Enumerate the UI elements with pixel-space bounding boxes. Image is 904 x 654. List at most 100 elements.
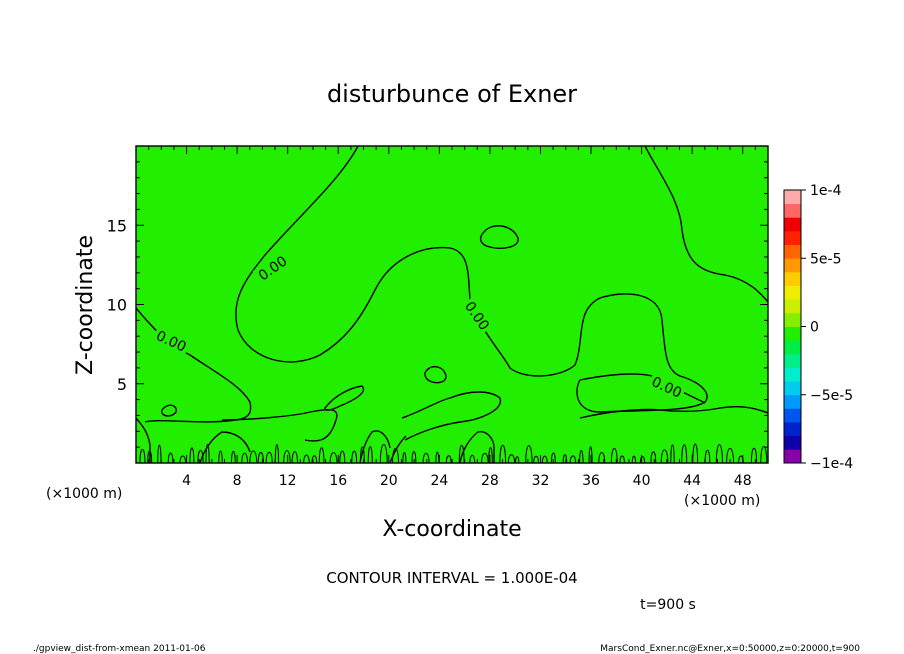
contour-line xyxy=(479,225,519,249)
surface-contour xyxy=(458,444,465,463)
contour-line xyxy=(401,391,501,441)
surface-contour xyxy=(610,447,618,463)
surface-contour xyxy=(359,446,365,463)
surface-contour xyxy=(715,444,723,463)
surface-contour xyxy=(411,451,417,463)
y-axis-label: Z-coordinate xyxy=(73,235,98,375)
surface-contour xyxy=(339,450,346,463)
x-tick-label: 24 xyxy=(430,473,448,489)
surface-contour xyxy=(533,455,540,463)
surface-contour xyxy=(750,447,758,463)
surface-contour xyxy=(681,444,688,463)
x-tick-label: 44 xyxy=(683,473,701,489)
colorbar-segment xyxy=(784,190,801,205)
contour-line xyxy=(161,404,177,417)
colorbar-tick-label: −5e-5 xyxy=(810,388,853,404)
surface-contour xyxy=(379,443,388,463)
surface-contour xyxy=(692,443,699,463)
contour-line xyxy=(644,146,768,303)
colorbar-segment xyxy=(784,203,801,218)
x-tick-label: 12 xyxy=(279,473,297,489)
colorbar-segment xyxy=(784,285,801,300)
x-tick-label: 16 xyxy=(329,473,347,489)
chart-title: disturbunce of Exner xyxy=(327,80,577,108)
contour-label-bg xyxy=(151,325,192,356)
surface-contour xyxy=(351,450,358,463)
contour-line xyxy=(459,431,495,463)
x-tick-label: 20 xyxy=(380,473,398,489)
contour-line xyxy=(221,408,338,442)
time-label: t=900 s xyxy=(640,597,696,613)
colorbar-segment xyxy=(784,367,801,382)
surface-contour xyxy=(469,454,476,463)
x-tick-label: 28 xyxy=(481,473,499,489)
surface-contour xyxy=(507,454,516,463)
surface-contour xyxy=(283,450,291,463)
contour-label-bg xyxy=(252,250,292,285)
surface-contour xyxy=(726,447,735,463)
colorbar-segment xyxy=(784,258,801,273)
colorbar-tick-label: 1e-4 xyxy=(810,183,842,199)
surface-contour xyxy=(367,446,373,463)
plot-area xyxy=(136,146,768,463)
surface-contour xyxy=(231,450,236,463)
surface-contour xyxy=(660,449,669,463)
surface-contour xyxy=(318,447,325,463)
surface-contour xyxy=(760,445,768,463)
surface-contour xyxy=(218,450,223,463)
colorbar-segment xyxy=(784,394,801,409)
colorbar-tick-label: 5e-5 xyxy=(810,251,841,267)
contour-line xyxy=(424,365,447,384)
surface-contour xyxy=(650,451,657,463)
surface-contour xyxy=(189,447,195,463)
contour-lines xyxy=(136,146,768,463)
x-unit-left: (×1000 m) xyxy=(46,486,122,502)
contour-line xyxy=(136,417,151,463)
surface-contour xyxy=(167,452,174,463)
contour-interval-label: CONTOUR INTERVAL = 1.000E-04 xyxy=(326,569,577,587)
surface-contour xyxy=(445,455,452,463)
contour-line xyxy=(199,431,251,463)
surface-contour xyxy=(670,444,675,463)
surface-contour xyxy=(562,454,568,463)
footer-left: ./gpview_dist-from-xmean 2011-01-06 xyxy=(33,644,206,654)
colorbar-segment xyxy=(784,449,801,464)
surface-contour xyxy=(392,447,399,463)
surface-contour xyxy=(525,445,533,463)
surface-contour xyxy=(157,444,162,463)
surface-contour xyxy=(265,451,273,463)
colorbar-tick-label: −1e-4 xyxy=(810,456,853,472)
surface-contour xyxy=(569,455,577,463)
surface-contour xyxy=(139,448,146,463)
x-tick-label: 48 xyxy=(734,473,752,489)
surface-contour xyxy=(422,452,430,463)
x-axis-label: X-coordinate xyxy=(382,517,521,542)
y-tick-label: 10 xyxy=(107,296,127,315)
surface-contour xyxy=(274,443,280,463)
colorbar-segment xyxy=(784,271,801,286)
surface-contour xyxy=(550,452,556,463)
x-tick-label: 40 xyxy=(633,473,651,489)
contour-line xyxy=(579,405,768,419)
x-tick-label: 8 xyxy=(233,473,242,489)
surface-contour xyxy=(619,455,625,463)
colorbar-segment xyxy=(784,353,801,368)
surface-contour xyxy=(241,452,248,463)
surface-contour xyxy=(311,455,318,463)
surface-contour xyxy=(205,443,210,463)
contour-line xyxy=(389,435,407,463)
surface-contour xyxy=(481,452,489,463)
surface-contour xyxy=(579,450,584,463)
y-tick-label: 5 xyxy=(117,375,127,394)
x-tick-label: 36 xyxy=(582,473,600,489)
surface-contour xyxy=(588,446,593,463)
colorbar-segment xyxy=(784,422,801,437)
surface-contour xyxy=(639,456,646,463)
surface-contour xyxy=(179,455,187,463)
colorbar-segment xyxy=(784,299,801,314)
surface-contour xyxy=(329,452,338,463)
contour-label-bg xyxy=(647,371,687,402)
surface-contour xyxy=(257,452,264,463)
x-tick-label: 32 xyxy=(532,473,550,489)
